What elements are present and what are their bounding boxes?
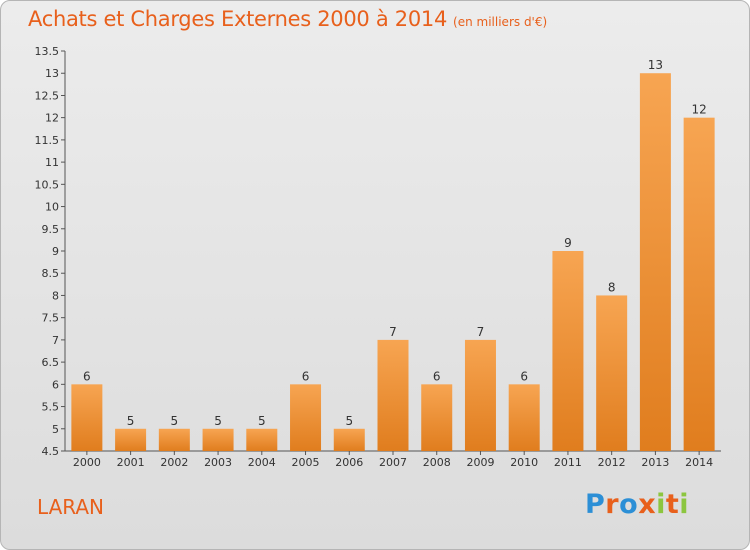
- x-tick-label: 2005: [292, 456, 320, 469]
- x-tick-label: 2011: [554, 456, 582, 469]
- logo-letter: r: [605, 489, 620, 520]
- proxiti-logo: Proxiti: [585, 489, 689, 520]
- y-tick-label: 6: [52, 378, 59, 391]
- bar-value-label: 8: [608, 280, 616, 294]
- x-tick-label: 2012: [598, 456, 626, 469]
- y-tick-label: 4.5: [42, 445, 60, 458]
- bar: [508, 384, 540, 451]
- logo-letter: t: [665, 489, 680, 520]
- x-tick-label: 2009: [466, 456, 494, 469]
- bar: [552, 251, 584, 451]
- bar: [202, 428, 234, 451]
- bar: [683, 117, 715, 452]
- bar: [421, 384, 453, 451]
- bar: [158, 428, 190, 451]
- bar-value-label: 7: [477, 325, 485, 339]
- x-tick-label: 2003: [204, 456, 232, 469]
- x-tick-label: 2013: [641, 456, 669, 469]
- y-tick-label: 7: [52, 334, 59, 347]
- logo-letter: x: [638, 489, 657, 520]
- bar: [115, 428, 147, 451]
- y-tick-label: 13.5: [35, 45, 60, 58]
- y-tick-label: 11.5: [35, 134, 60, 147]
- bar: [290, 384, 322, 451]
- x-tick-label: 2014: [685, 456, 713, 469]
- bar: [246, 428, 278, 451]
- logo-letter: i: [679, 489, 690, 520]
- y-tick-label: 10: [45, 201, 59, 214]
- y-tick-label: 11: [45, 156, 59, 169]
- bar-value-label: 9: [564, 236, 572, 250]
- bar-value-label: 12: [691, 103, 706, 117]
- x-tick-label: 2006: [335, 456, 363, 469]
- bar-value-label: 6: [433, 369, 441, 383]
- bar-value-label: 6: [302, 369, 310, 383]
- x-tick-label: 2002: [160, 456, 188, 469]
- x-tick-label: 2008: [423, 456, 451, 469]
- y-tick-label: 5: [52, 423, 59, 436]
- bar-value-label: 5: [258, 414, 266, 428]
- bar: [596, 295, 628, 451]
- x-tick-label: 2007: [379, 456, 407, 469]
- y-tick-label: 7.5: [42, 312, 60, 325]
- chart-title: Achats et Charges Externes 2000 à 2014 (e…: [28, 7, 547, 31]
- chart-subtitle: (en milliers d'€): [453, 15, 548, 29]
- bar: [71, 384, 103, 451]
- y-tick-label: 12.5: [35, 89, 60, 102]
- bar-value-label: 6: [520, 369, 528, 383]
- y-tick-label: 6.5: [42, 356, 60, 369]
- y-tick-label: 8: [52, 289, 59, 302]
- title-text: Achats et Charges Externes 2000 à 2014: [28, 7, 448, 31]
- bar-value-label: 5: [127, 414, 135, 428]
- y-tick-label: 12: [45, 112, 59, 125]
- bar-value-label: 13: [648, 58, 663, 72]
- logo-letter: i: [656, 489, 666, 520]
- bar-value-label: 7: [389, 325, 397, 339]
- bar-value-label: 5: [345, 414, 353, 428]
- place-name: LARAN: [37, 495, 105, 519]
- x-tick-label: 2000: [73, 456, 101, 469]
- bar: [377, 339, 409, 451]
- y-tick-label: 13: [45, 67, 59, 80]
- logo-letter: P: [585, 489, 606, 520]
- bar-value-label: 6: [83, 369, 91, 383]
- y-tick-label: 9.5: [42, 223, 60, 236]
- bar-value-label: 5: [171, 414, 179, 428]
- y-tick-label: 5.5: [42, 401, 60, 414]
- logo-letter: o: [619, 489, 639, 520]
- bar: [464, 339, 496, 451]
- x-tick-label: 2010: [510, 456, 538, 469]
- bar: [333, 428, 365, 451]
- bar-value-label: 5: [214, 414, 222, 428]
- x-tick-label: 2004: [248, 456, 276, 469]
- bar: [639, 73, 671, 451]
- plot-area: 4.5 5 5.5 6 6.5 7 7.5 8 8.5 9 9.5 10 10.5 11 11.5 12 12.…: [35, 45, 721, 469]
- y-tick-label: 9: [52, 245, 59, 258]
- y-tick-label: 8.5: [42, 267, 60, 280]
- x-tick-label: 2001: [117, 456, 145, 469]
- y-tick-label: 10.5: [35, 178, 60, 191]
